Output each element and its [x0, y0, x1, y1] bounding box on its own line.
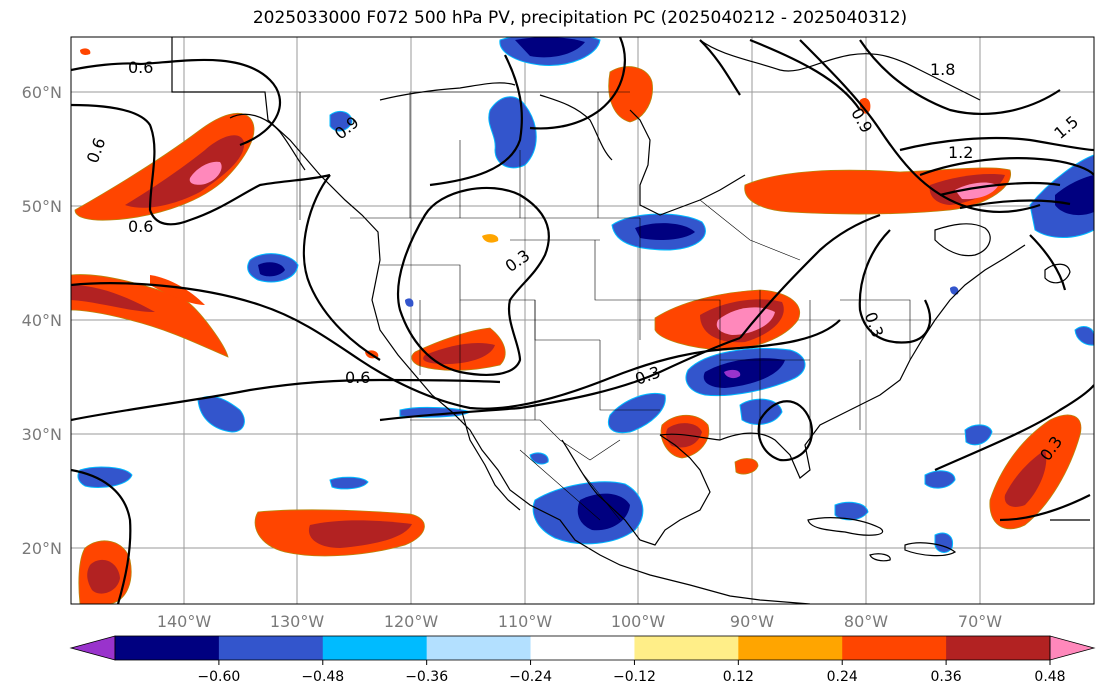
hudson-blob: [608, 66, 653, 123]
lat-label: 60°N: [22, 83, 62, 102]
contour-label: 1.8: [930, 60, 955, 79]
coastlines: [171, 37, 1090, 604]
lon-label: 80°W: [844, 612, 888, 631]
colorbar-tick-label: −0.24: [509, 669, 552, 685]
colorbar: −0.60 −0.48 −0.36 −0.24 −0.12 0.12 0.24 0.36 0.4…: [69, 635, 1096, 685]
colorbar-segment: [842, 636, 947, 660]
pv-contours: [71, 37, 1094, 604]
colorbar-tick-label: −0.12: [613, 669, 656, 685]
colorbar-segment: [530, 636, 635, 660]
contour-label: 0.6: [345, 368, 370, 387]
lat-label: 50°N: [22, 197, 62, 216]
colorbar-segment: [115, 636, 220, 660]
state-borders: [350, 217, 911, 461]
colorbar-tick-label: −0.60: [197, 669, 240, 685]
lat-label: 20°N: [22, 539, 62, 558]
colorbar-segment: [218, 636, 324, 660]
colorbar-segment: [426, 636, 532, 660]
lon-axis: 140°W 130°W 120°W 110°W 100°W 90°W 80°W …: [157, 612, 1002, 631]
lon-label: 70°W: [958, 612, 1002, 631]
chart-title: 2025033000 F072 500 hPa PV, precipitatio…: [252, 8, 908, 28]
lon-label: 120°W: [384, 612, 439, 631]
colorbar-segment: [946, 636, 1051, 660]
lon-label: 90°W: [730, 612, 774, 631]
contour-label: 1.2: [948, 143, 973, 162]
lon-label: 110°W: [498, 612, 553, 631]
colorbar-tick-label: −0.36: [405, 669, 448, 685]
province-borders: [299, 91, 801, 521]
colorbar-extend-high: [1049, 635, 1096, 661]
colorbar-tick-label: 0.24: [827, 669, 858, 685]
nw-territories-neg: [488, 96, 537, 169]
map-frame: [70, 36, 1095, 605]
colorbar-tick-label: 0.12: [723, 669, 754, 685]
colorbar-segment: [322, 636, 428, 660]
colorbar-segment: [634, 636, 739, 660]
contour-label: 0.6: [128, 217, 153, 236]
contour-label: 0.6: [128, 58, 153, 77]
lon-label: 100°W: [611, 612, 666, 631]
colorbar-extend-low: [69, 635, 116, 661]
positive-pc-areas: [71, 48, 1082, 604]
colorbar-tick-label: 0.48: [1034, 669, 1065, 685]
colorbar-outline: [114, 635, 1051, 661]
negative-pc-areas: [77, 37, 1094, 553]
colorbar-tick-label: 0.36: [931, 669, 962, 685]
colorbar-segment: [738, 636, 843, 660]
pacific-nw-band: [74, 113, 255, 221]
lon-label: 140°W: [157, 612, 212, 631]
lat-label: 30°N: [22, 425, 62, 444]
lat-label: 40°N: [22, 311, 62, 330]
lat-axis: 60°N 50°N 40°N 30°N 20°N: [22, 83, 62, 558]
colorbar-tick-label: −0.48: [301, 669, 344, 685]
lon-label: 130°W: [270, 612, 325, 631]
